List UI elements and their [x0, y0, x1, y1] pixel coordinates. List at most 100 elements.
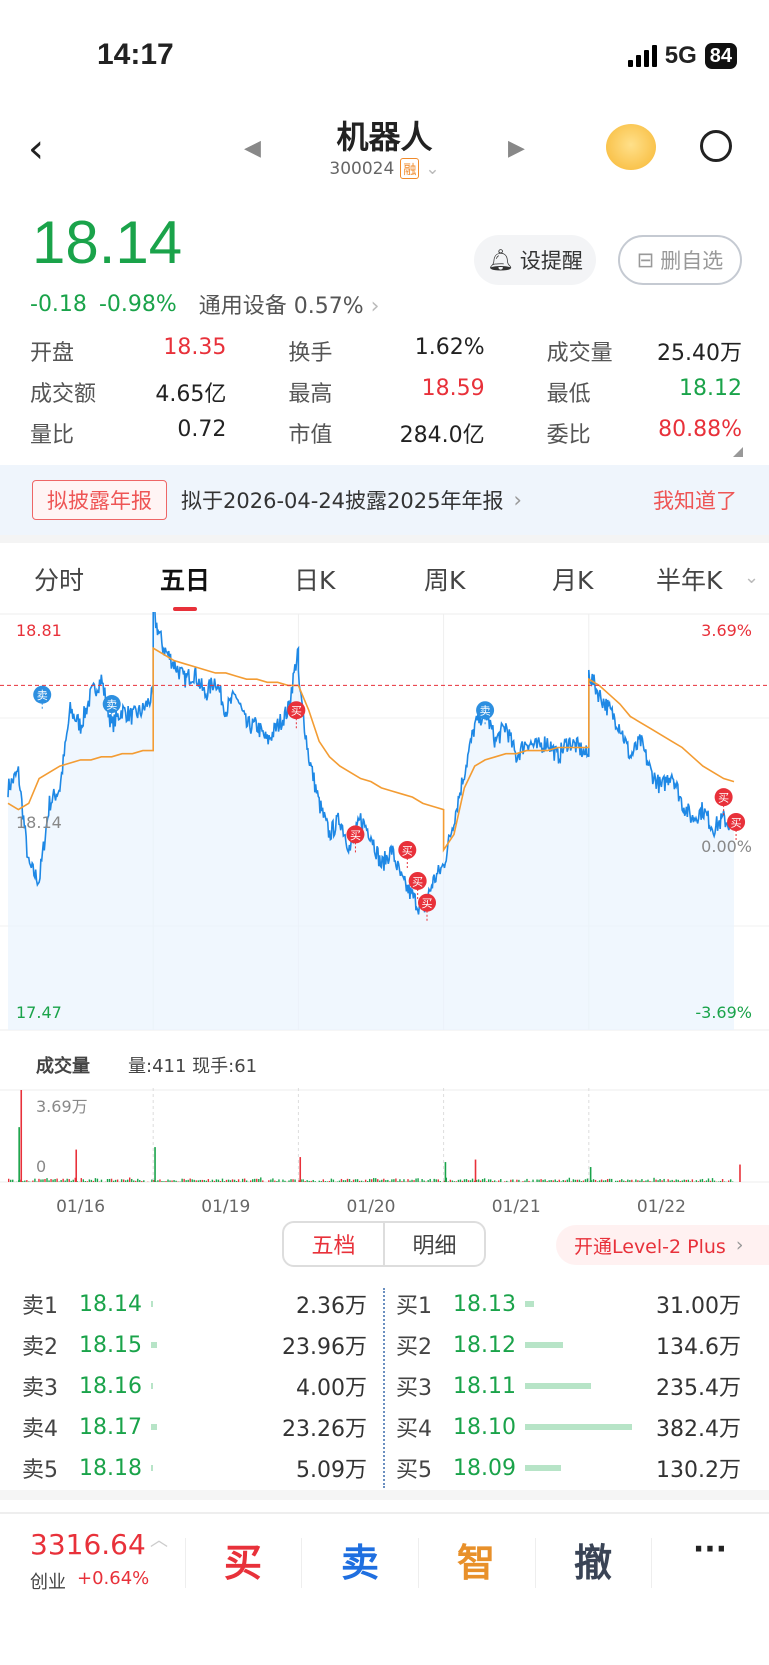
date-label: 01/21 — [492, 1197, 541, 1217]
level2-upgrade-button[interactable]: 开通Level-2 Plus › — [556, 1225, 769, 1265]
tab-chart-4[interactable]: 月K — [552, 566, 594, 595]
volume-bar — [70, 1180, 72, 1182]
stat-item: 换手 1.62% — [288, 335, 484, 367]
back-button[interactable]: ‹ — [28, 126, 44, 172]
search-icon[interactable] — [700, 130, 732, 162]
buy-button[interactable]: 买 — [223, 1541, 262, 1585]
volume-bar — [328, 1180, 331, 1182]
ask-row[interactable]: 卖1 18.14 2.36万 — [22, 1284, 367, 1324]
sector-link[interactable]: 通用设备 0.57% › — [198, 294, 380, 319]
dismiss-button[interactable]: 我知道了 — [653, 489, 737, 513]
remove-watchlist-button[interactable]: ⊟ 删自选 — [618, 235, 742, 285]
volume-bar — [433, 1178, 435, 1182]
network-label: 5G — [664, 42, 697, 69]
volume-bar — [308, 1180, 310, 1182]
buy-marker[interactable]: 买 — [727, 813, 746, 842]
volume-bar — [302, 1179, 304, 1182]
ask-row[interactable]: 卖3 18.16 4.00万 — [22, 1366, 367, 1406]
chevron-down-icon: ⌄ — [425, 159, 440, 179]
axis-label: 18.81 — [16, 621, 62, 640]
prev-stock-button[interactable]: ◀ — [244, 136, 261, 161]
volume-bar — [159, 1179, 161, 1182]
bid-row[interactable]: 买2 18.12 134.6万 — [396, 1325, 741, 1365]
stat-value: 284.0亿 — [399, 422, 485, 448]
tab-chart-3[interactable]: 周K — [424, 566, 466, 595]
volume-bar — [209, 1181, 212, 1182]
volume-bar — [122, 1179, 125, 1182]
annual-report-banner[interactable]: 拟披露年报 拟于2026-04-24披露2025年年报 › 我知道了 — [0, 465, 769, 535]
set-alert-button[interactable]: 🔔︎ 设提醒 — [474, 235, 596, 285]
tab-five-levels[interactable]: 五档 — [284, 1223, 385, 1265]
buy-marker[interactable]: 买 — [398, 840, 417, 870]
volume-bar — [366, 1181, 369, 1182]
bid-row[interactable]: 买5 18.09 130.2万 — [396, 1448, 741, 1488]
volume-bar — [538, 1179, 540, 1182]
banner-tag: 拟披露年报 — [32, 480, 167, 520]
buy-marker[interactable]: 买 — [418, 893, 437, 923]
buy-marker[interactable]: 买 — [346, 825, 365, 855]
buy-marker[interactable]: 买 — [714, 788, 733, 818]
bid-row[interactable]: 买3 18.11 235.4万 — [396, 1366, 741, 1406]
volume-bar — [348, 1179, 351, 1182]
volume-bar — [489, 1179, 492, 1182]
volume-bar — [594, 1179, 597, 1182]
stat-item: 委比 80.88% — [547, 417, 742, 449]
ask-row[interactable]: 卖4 18.17 23.26万 — [22, 1407, 367, 1447]
tab-chart-2[interactable]: 日K — [294, 566, 336, 595]
ask-row[interactable]: 卖2 18.15 23.96万 — [22, 1325, 367, 1365]
level-price: 18.13 — [453, 1291, 516, 1317]
volume-bar — [40, 1179, 42, 1182]
volume-bar — [262, 1180, 264, 1182]
volume-bar — [151, 1383, 153, 1389]
volume-bar — [683, 1179, 685, 1182]
cancel-order-button[interactable]: 撤 — [573, 1541, 612, 1585]
tab-chart-1[interactable]: 五日 — [160, 561, 210, 611]
expand-corner-icon[interactable] — [733, 447, 743, 457]
volume-bar — [525, 1424, 633, 1430]
volume-bar — [653, 1177, 655, 1182]
volume-bar — [360, 1180, 363, 1182]
mascot-icon[interactable] — [606, 124, 656, 170]
smart-order-button[interactable]: 智 — [456, 1541, 495, 1585]
stat-item: 成交量 25.40万 — [547, 335, 742, 367]
volume-bar — [409, 1180, 411, 1182]
five-day-chart[interactable]: 卖卖 买买买买买卖买买18.8118.1417.473.69%0.00%-3.69… — [0, 612, 769, 1032]
tab-chart-5[interactable]: 半年K — [656, 566, 723, 595]
volume-bar — [183, 1178, 185, 1182]
volume-bar — [75, 1149, 78, 1182]
level-price: 18.16 — [79, 1373, 142, 1399]
volume-bar — [677, 1179, 679, 1182]
bid-row[interactable]: 买1 18.13 31.00万 — [396, 1284, 741, 1324]
chevron-down-icon[interactable]: ⌄ — [744, 567, 760, 588]
sell-marker[interactable]: 卖 — [33, 685, 52, 709]
sell-button[interactable]: 卖 — [340, 1541, 379, 1585]
level-volume: 235.4万 — [656, 1376, 741, 1401]
index-value[interactable]: 3316.64 — [30, 1528, 146, 1561]
volume-bar — [137, 1178, 139, 1182]
stats-grid: 开盘 18.35 换手 1.62% 成交量 25.40万 成交额 4.65亿 最高 18.59 最低… — [30, 330, 742, 453]
remove-watchlist-label: 删自选 — [660, 249, 724, 273]
volume-bar — [397, 1181, 399, 1182]
tab-details[interactable]: 明细 — [412, 1234, 457, 1259]
ask-row[interactable]: 卖5 18.18 5.09万 — [22, 1448, 367, 1488]
tab-chart-0[interactable]: 分时 — [34, 566, 85, 595]
next-stock-button[interactable]: ▶ — [508, 136, 525, 161]
level2-label: 开通Level-2 Plus — [574, 1235, 726, 1258]
sell-marker[interactable]: 卖 — [476, 701, 495, 725]
marker-label: 卖 — [480, 705, 491, 718]
bid-row[interactable]: 买4 18.10 382.4万 — [396, 1407, 741, 1447]
volume-bar — [631, 1179, 633, 1182]
volume-bar — [141, 1181, 143, 1182]
stock-code-row[interactable]: 300024 融 ⌄ — [0, 158, 769, 179]
volume-bar — [703, 1181, 706, 1182]
volume-bar — [445, 1177, 448, 1182]
volume-bar — [701, 1178, 704, 1182]
volume-max-label: 3.69万 — [36, 1097, 88, 1116]
sell-marker[interactable]: 卖 — [102, 695, 121, 719]
chevron-up-icon[interactable]: ︿ — [150, 1530, 168, 1551]
volume-bar — [592, 1179, 595, 1182]
more-button[interactable]: ··· — [692, 1532, 728, 1567]
volume-bar — [72, 1179, 74, 1182]
volume-bar — [494, 1180, 496, 1182]
volume-bar — [163, 1181, 165, 1182]
